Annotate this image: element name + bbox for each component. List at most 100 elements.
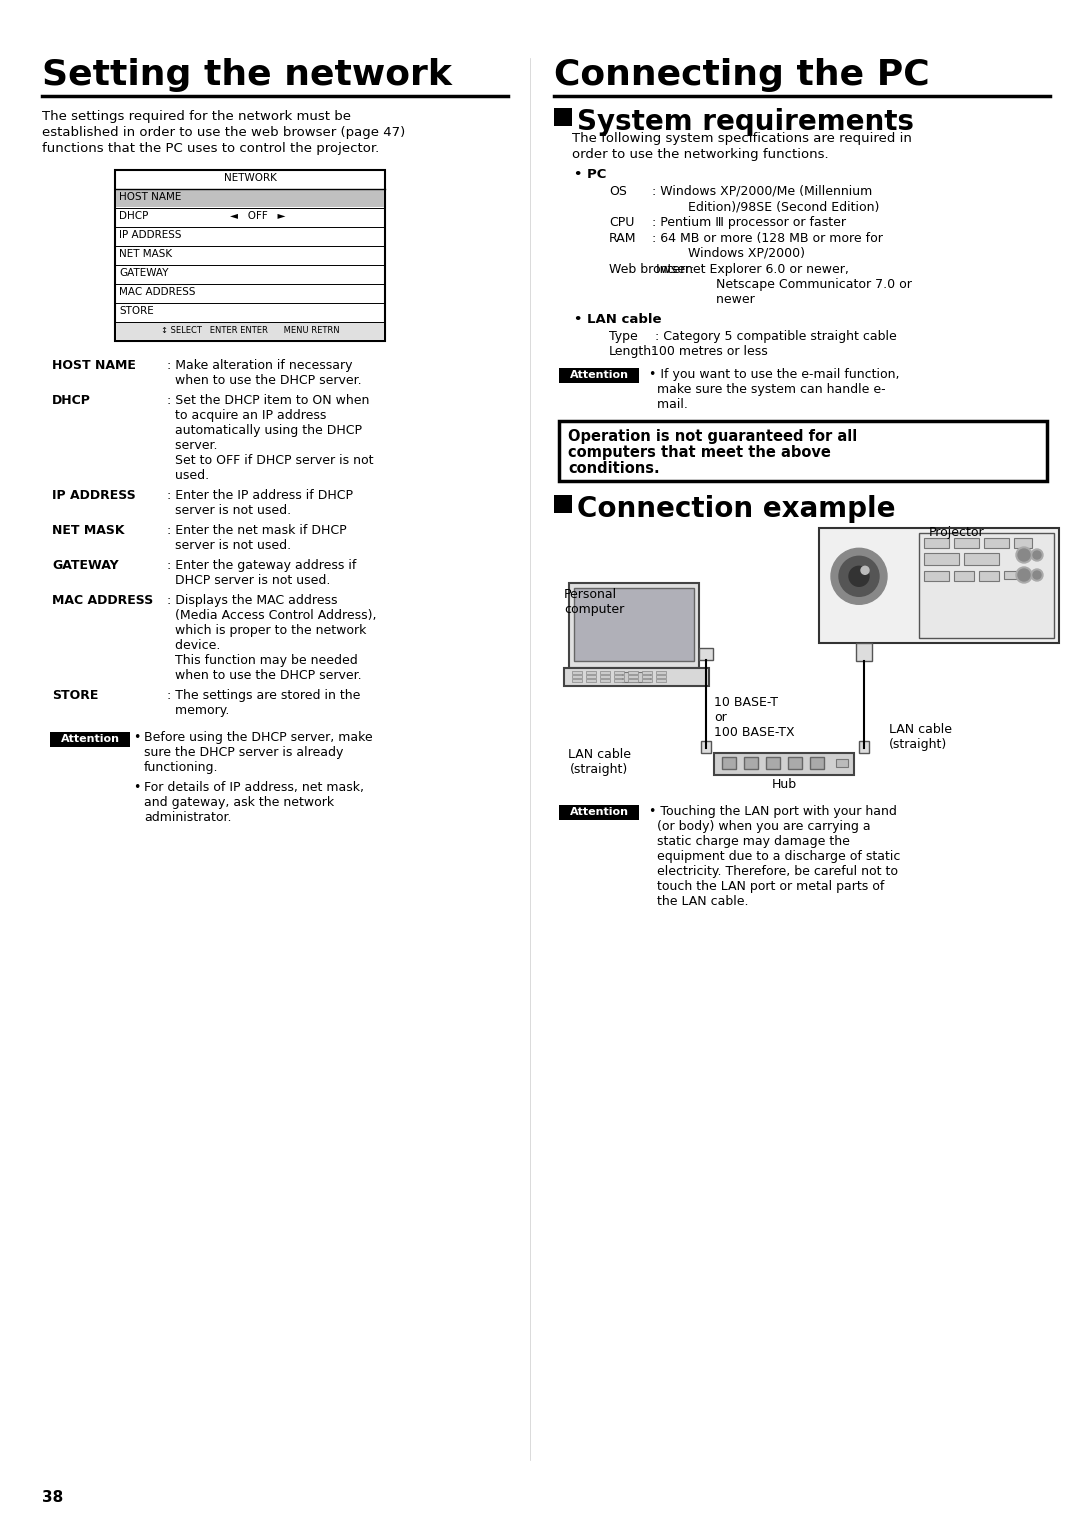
FancyBboxPatch shape [924,552,959,565]
Text: touch the LAN port or metal parts of: touch the LAN port or metal parts of [649,881,885,893]
Text: conditions.: conditions. [568,461,660,476]
FancyBboxPatch shape [1014,539,1032,548]
FancyBboxPatch shape [924,571,949,581]
FancyBboxPatch shape [819,528,1059,642]
FancyBboxPatch shape [924,539,949,548]
Text: automatically using the DHCP: automatically using the DHCP [167,424,362,436]
Text: Attention: Attention [60,734,120,745]
Text: DHCP: DHCP [119,211,148,221]
FancyBboxPatch shape [116,189,384,208]
FancyBboxPatch shape [600,671,610,674]
Text: : Make alteration if necessary: : Make alteration if necessary [167,359,352,372]
Text: 100 metres or less: 100 metres or less [647,345,768,359]
Circle shape [1016,568,1032,583]
FancyBboxPatch shape [564,668,708,687]
Text: For details of IP address, net mask,: For details of IP address, net mask, [144,781,364,794]
FancyBboxPatch shape [114,169,384,340]
FancyBboxPatch shape [701,742,711,752]
Text: IP ADDRESS: IP ADDRESS [119,230,181,240]
FancyBboxPatch shape [569,583,699,668]
FancyBboxPatch shape [572,679,582,682]
Text: This function may be needed: This function may be needed [167,655,357,667]
FancyBboxPatch shape [627,679,638,682]
Text: : Enter the IP address if DHCP: : Enter the IP address if DHCP [167,488,353,502]
Text: make sure the system can handle e-: make sure the system can handle e- [649,383,886,397]
FancyBboxPatch shape [978,571,999,581]
FancyBboxPatch shape [615,671,624,674]
Text: or: or [714,711,727,723]
Text: : Set the DHCP item to ON when: : Set the DHCP item to ON when [167,394,369,407]
Text: Connecting the PC: Connecting the PC [554,58,930,92]
Text: STORE: STORE [119,307,153,316]
Circle shape [839,557,879,597]
Text: Before using the DHCP server, make: Before using the DHCP server, make [144,731,373,745]
Text: • LAN cable: • LAN cable [573,313,661,327]
Text: newer: newer [652,293,755,307]
Text: MAC ADDRESS: MAC ADDRESS [119,287,195,298]
Text: : The settings are stored in the: : The settings are stored in the [167,690,361,702]
Text: equipment due to a discharge of static: equipment due to a discharge of static [649,850,901,864]
Text: GATEWAY: GATEWAY [52,559,119,572]
FancyBboxPatch shape [836,758,848,768]
Text: memory.: memory. [167,703,229,717]
Text: Personal
computer: Personal computer [564,588,624,617]
Circle shape [1018,549,1030,562]
Text: •: • [133,781,140,794]
Text: server is not used.: server is not used. [167,504,292,517]
Text: when to use the DHCP server.: when to use the DHCP server. [167,374,362,388]
Text: server is not used.: server is not used. [167,539,292,552]
Circle shape [1031,549,1043,562]
Text: order to use the networking functions.: order to use the networking functions. [572,148,828,162]
Text: functioning.: functioning. [144,761,218,774]
FancyBboxPatch shape [723,757,735,769]
Text: 100 BASE-TX: 100 BASE-TX [714,726,795,739]
FancyBboxPatch shape [656,674,666,678]
Text: when to use the DHCP server.: when to use the DHCP server. [167,668,362,682]
FancyBboxPatch shape [788,757,802,769]
Text: LAN cable
(straight): LAN cable (straight) [889,723,951,751]
Circle shape [849,566,869,586]
FancyBboxPatch shape [50,732,130,748]
FancyBboxPatch shape [642,679,652,682]
Text: Windows XP/2000): Windows XP/2000) [652,247,805,259]
Text: HOST NAME: HOST NAME [52,359,136,372]
FancyBboxPatch shape [954,539,978,548]
Text: : Displays the MAC address: : Displays the MAC address [167,594,337,607]
FancyBboxPatch shape [573,588,694,661]
Text: • Touching the LAN port with your hand: • Touching the LAN port with your hand [649,806,896,818]
Text: HOST NAME: HOST NAME [119,192,181,201]
FancyBboxPatch shape [116,322,384,340]
FancyBboxPatch shape [600,674,610,678]
FancyBboxPatch shape [699,649,713,661]
Text: Set to OFF if DHCP server is not: Set to OFF if DHCP server is not [167,455,374,467]
FancyBboxPatch shape [656,671,666,674]
FancyBboxPatch shape [586,671,596,674]
FancyBboxPatch shape [559,806,639,819]
Text: : 64 MB or more (128 MB or more for: : 64 MB or more (128 MB or more for [652,232,882,246]
Text: mail.: mail. [649,398,688,410]
Text: Setting the network: Setting the network [42,58,451,92]
Text: Web browser:: Web browser: [609,262,694,276]
Text: used.: used. [167,468,210,482]
Text: and gateway, ask the network: and gateway, ask the network [144,797,334,809]
Text: RAM: RAM [609,232,636,246]
Circle shape [1031,569,1043,581]
Text: : Pentium Ⅲ processor or faster: : Pentium Ⅲ processor or faster [652,217,846,229]
Text: MAC ADDRESS: MAC ADDRESS [52,594,153,607]
Text: System requirements: System requirements [577,108,914,136]
Text: : Enter the net mask if DHCP: : Enter the net mask if DHCP [167,523,347,537]
FancyBboxPatch shape [964,552,999,565]
Text: server.: server. [167,439,217,452]
Text: 38: 38 [42,1489,64,1505]
FancyBboxPatch shape [615,674,624,678]
Text: computers that meet the above: computers that meet the above [568,446,831,459]
FancyBboxPatch shape [714,752,854,775]
Text: GATEWAY: GATEWAY [119,269,168,278]
Text: functions that the PC uses to control the projector.: functions that the PC uses to control th… [42,142,379,156]
Text: (Media Access Control Address),: (Media Access Control Address), [167,609,377,623]
FancyBboxPatch shape [766,757,780,769]
Text: The settings required for the network must be: The settings required for the network mu… [42,110,351,124]
Text: Netscape Communicator 7.0 or: Netscape Communicator 7.0 or [652,278,912,291]
FancyBboxPatch shape [554,494,572,513]
Text: : Enter the gateway address if: : Enter the gateway address if [167,559,356,572]
